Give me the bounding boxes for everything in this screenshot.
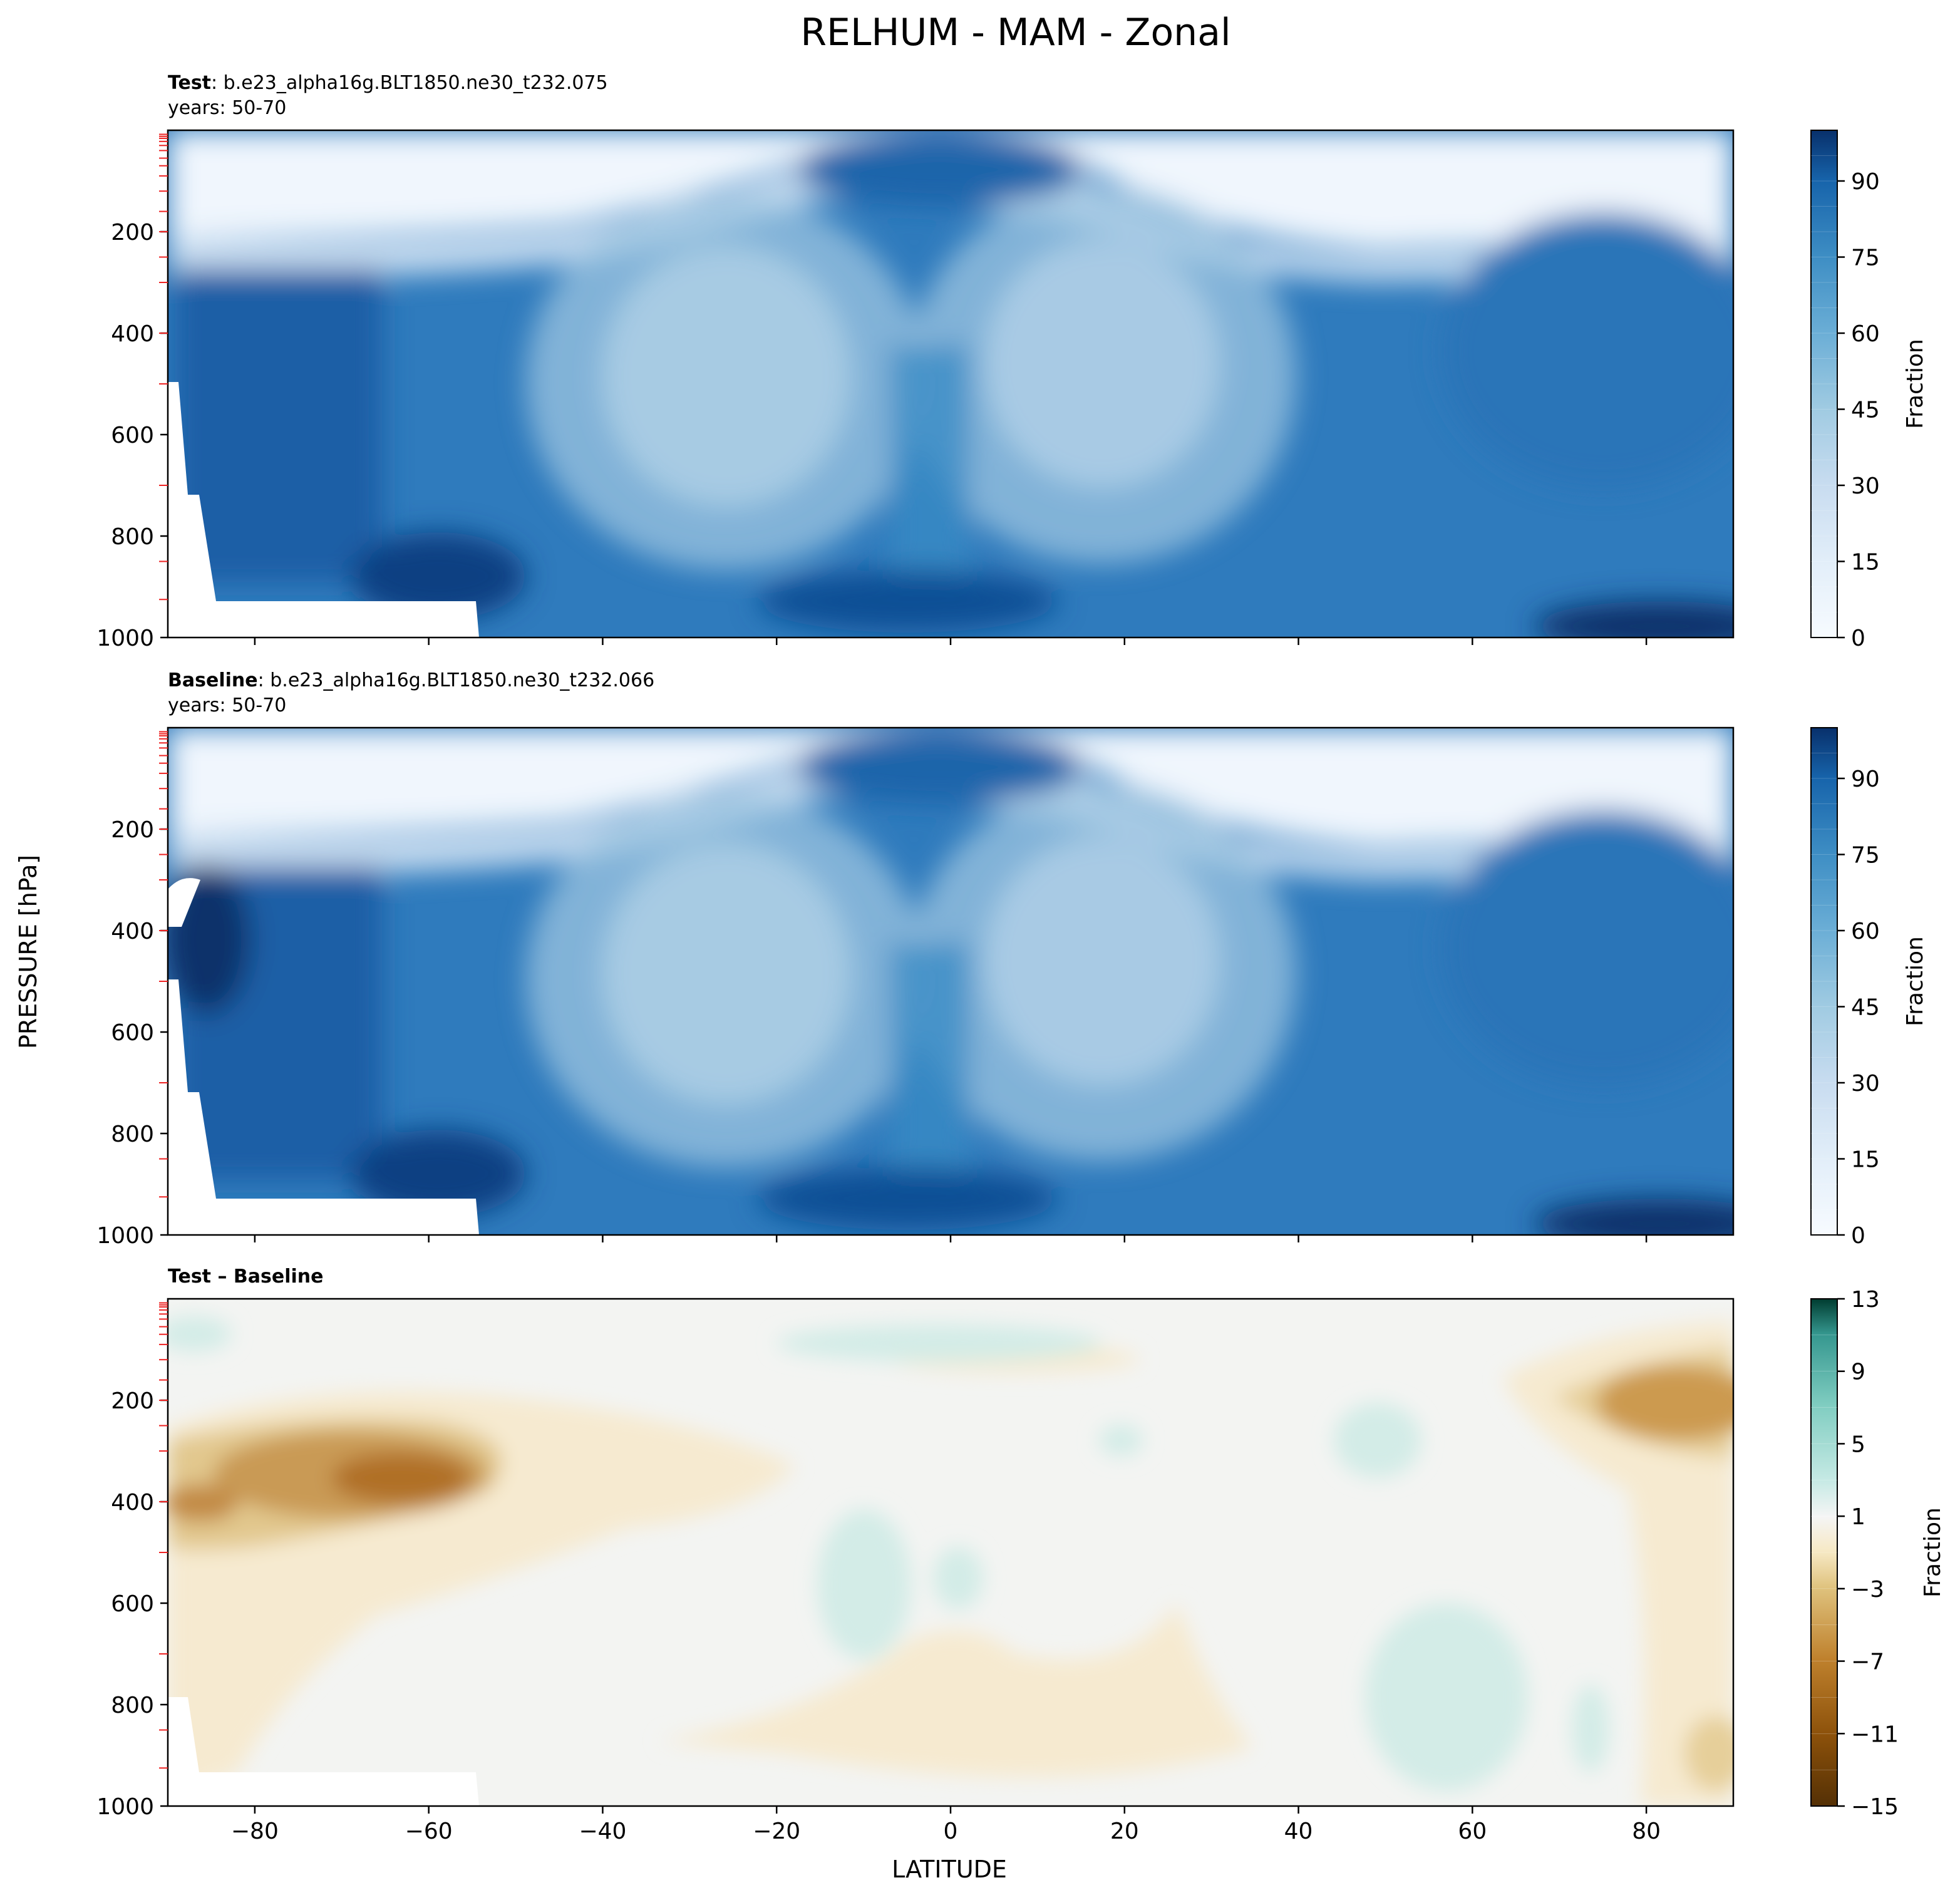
colorbar-tick-label: 30 (1851, 473, 1880, 499)
colorbar-tick-label: −15 (1851, 1794, 1899, 1820)
panel-test-xticks (254, 638, 1648, 645)
colorbar-tick-label: 90 (1851, 767, 1880, 792)
colorbar-tick-label: 15 (1851, 1147, 1880, 1173)
colorbar-test-label: Fraction (1902, 339, 1928, 429)
panel-test-label: Test: b.e23_alpha16g.BLT1850.ne30_t232.0… (168, 72, 608, 94)
y-tick-label: 600 (111, 1591, 154, 1617)
x-tick-label: −40 (579, 1819, 626, 1844)
colorbar-difference-label: Fraction (1920, 1507, 1946, 1598)
panel-difference-xticks: −80 −60 −40 −20 0 20 40 60 80 (231, 1806, 1661, 1844)
colorbar-tick-label: 13 (1851, 1287, 1880, 1313)
colorbar-tick-label: 15 (1851, 550, 1880, 576)
panel-baseline-label: Baseline: b.e23_alpha16g.BLT1850.ne30_t2… (168, 669, 654, 691)
x-axis-label: LATITUDE (892, 1856, 1007, 1883)
colorbar-difference: 13 9 5 1 −3 −7 −11 −15 Fraction (1810, 1287, 1946, 1820)
colorbar-tick-label: 30 (1851, 1071, 1880, 1097)
colorbar-test: 0 15 30 45 60 75 90 Fraction (1810, 130, 1928, 651)
panel-difference: Test – Baseline (96, 1266, 1735, 1844)
x-tick-label: 80 (1632, 1819, 1661, 1844)
colorbar-tick-label: 90 (1851, 169, 1880, 195)
panel-baseline-years: years: 50-70 (168, 694, 286, 716)
figure-title: RELHUM - MAM - Zonal (800, 11, 1230, 54)
panel-test: Test: b.e23_alpha16g.BLT1850.ne30_t232.0… (96, 72, 1735, 651)
panel-test-label-case: : b.e23_alpha16g.BLT1850.ne30_t232.075 (211, 72, 608, 94)
panel-test-yticks: 200 400 600 800 1000 (96, 133, 168, 651)
colorbar-tick-label: 45 (1851, 995, 1880, 1021)
colorbar-tick-label: 1 (1851, 1504, 1865, 1530)
y-tick-label: 400 (111, 321, 154, 347)
y-tick-label: 200 (111, 817, 154, 843)
colorbar-tick-label: 60 (1851, 321, 1880, 347)
colorbar-baseline: 0 15 30 45 60 75 90 Fraction (1810, 727, 1928, 1249)
x-tick-label: 40 (1284, 1819, 1313, 1844)
y-tick-label: 1000 (96, 1794, 154, 1820)
panel-baseline-label-bold: Baseline (168, 669, 258, 691)
panel-difference-field (168, 1299, 1733, 1806)
colorbar-tick-label: 0 (1851, 1223, 1865, 1249)
panel-test-years: years: 50-70 (168, 97, 286, 119)
y-tick-label: 600 (111, 1020, 154, 1046)
x-tick-label: 20 (1110, 1819, 1139, 1844)
colorbar-tick-label: 9 (1851, 1360, 1865, 1385)
colorbar-tick-label: 75 (1851, 843, 1880, 869)
x-tick-label: 60 (1458, 1819, 1487, 1844)
colorbar-tick-label: −7 (1851, 1650, 1884, 1675)
colorbar-tick-label: −3 (1851, 1577, 1884, 1603)
y-tick-label: 800 (111, 1693, 154, 1718)
panel-difference-label: Test – Baseline (168, 1266, 324, 1288)
colorbar-tick-label: 75 (1851, 245, 1880, 271)
panel-difference-yticks: 200 400 600 800 1000 (96, 1302, 168, 1820)
y-tick-label: 200 (111, 1388, 154, 1414)
panel-test-field (168, 130, 1733, 638)
y-tick-label: 400 (111, 919, 154, 944)
panel-baseline-xticks (254, 1235, 1648, 1242)
y-axis-label: PRESSURE [hPa] (14, 855, 42, 1049)
colorbar-tick-label: 5 (1851, 1432, 1865, 1457)
panel-test-label-bold: Test (168, 72, 211, 94)
panel-baseline-yticks: 200 400 600 800 1000 (96, 731, 168, 1249)
colorbar-tick-label: 60 (1851, 919, 1880, 944)
panel-baseline-label-case: : b.e23_alpha16g.BLT1850.ne30_t232.066 (258, 669, 655, 691)
y-tick-label: 200 (111, 220, 154, 245)
colorbar-tick-label: 0 (1851, 626, 1865, 651)
colorbar-tick-label: −11 (1851, 1722, 1899, 1747)
x-tick-label: −80 (231, 1819, 279, 1844)
x-tick-label: −20 (753, 1819, 800, 1844)
x-tick-label: 0 (944, 1819, 958, 1844)
y-tick-label: 800 (111, 524, 154, 550)
colorbar-baseline-label: Fraction (1902, 936, 1928, 1026)
panel-baseline-field (168, 728, 1733, 1235)
y-tick-label: 1000 (96, 626, 154, 651)
y-tick-label: 800 (111, 1122, 154, 1147)
y-tick-label: 400 (111, 1490, 154, 1515)
panel-baseline: Baseline: b.e23_alpha16g.BLT1850.ne30_t2… (96, 669, 1735, 1249)
colorbar-tick-label: 45 (1851, 398, 1880, 423)
x-tick-label: −60 (405, 1819, 453, 1844)
y-tick-label: 1000 (96, 1223, 154, 1249)
y-tick-label: 600 (111, 423, 154, 448)
